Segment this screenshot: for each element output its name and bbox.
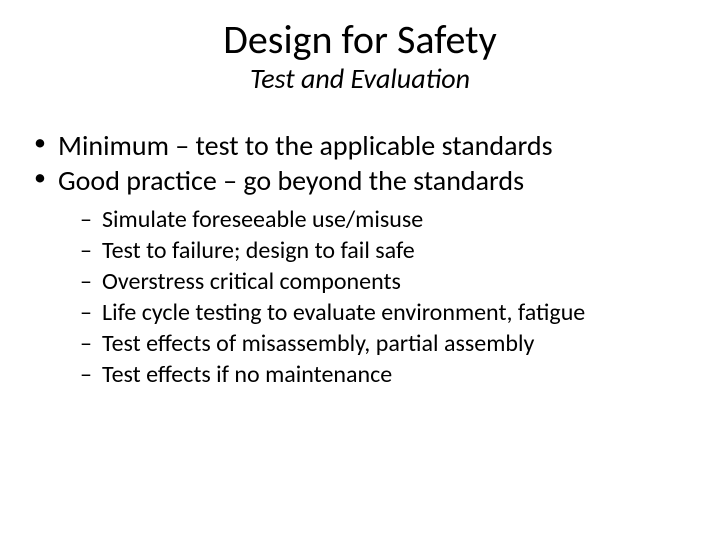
bullet-lvl2-text: Overstress critical components — [102, 267, 401, 296]
bullet-lvl2: Overstress critical components — [80, 267, 700, 297]
bullet-lvl2-text: Simulate foreseeable use/misuse — [102, 205, 423, 234]
slide-subtitle: Test and Evaluation — [0, 64, 720, 95]
bullet-lvl2: Test to failure; design to fail safe — [80, 236, 700, 266]
bullet-lvl2-text: Life cycle testing to evaluate environme… — [102, 298, 585, 327]
bullet-lvl2: Test effects of misassembly, partial ass… — [80, 329, 700, 359]
bullet-lvl2-text: Test to failure; design to fail safe — [102, 236, 415, 265]
slide-title: Design for Safety — [0, 18, 720, 62]
sub-bullet-block: Simulate foreseeable use/misuse Test to … — [34, 205, 700, 390]
slide: Design for Safety Test and Evaluation Mi… — [0, 18, 720, 558]
bullet-lvl2: Test effects if no maintenance — [80, 360, 700, 390]
bullet-lvl1: Good practice – go beyond the standards — [34, 164, 700, 197]
bullet-lvl1-text: Good practice – go beyond the standards — [58, 163, 524, 198]
slide-body: Minimum – test to the applicable standar… — [0, 129, 720, 390]
bullet-lvl2-text: Test effects if no maintenance — [102, 360, 392, 389]
bullet-lvl2: Simulate foreseeable use/misuse — [80, 205, 700, 235]
bullet-lvl1-text: Minimum – test to the applicable standar… — [58, 128, 553, 163]
bullet-lvl1: Minimum – test to the applicable standar… — [34, 129, 700, 162]
bullet-lvl2: Life cycle testing to evaluate environme… — [80, 298, 700, 328]
bullet-lvl2-text: Test effects of misassembly, partial ass… — [102, 329, 534, 358]
